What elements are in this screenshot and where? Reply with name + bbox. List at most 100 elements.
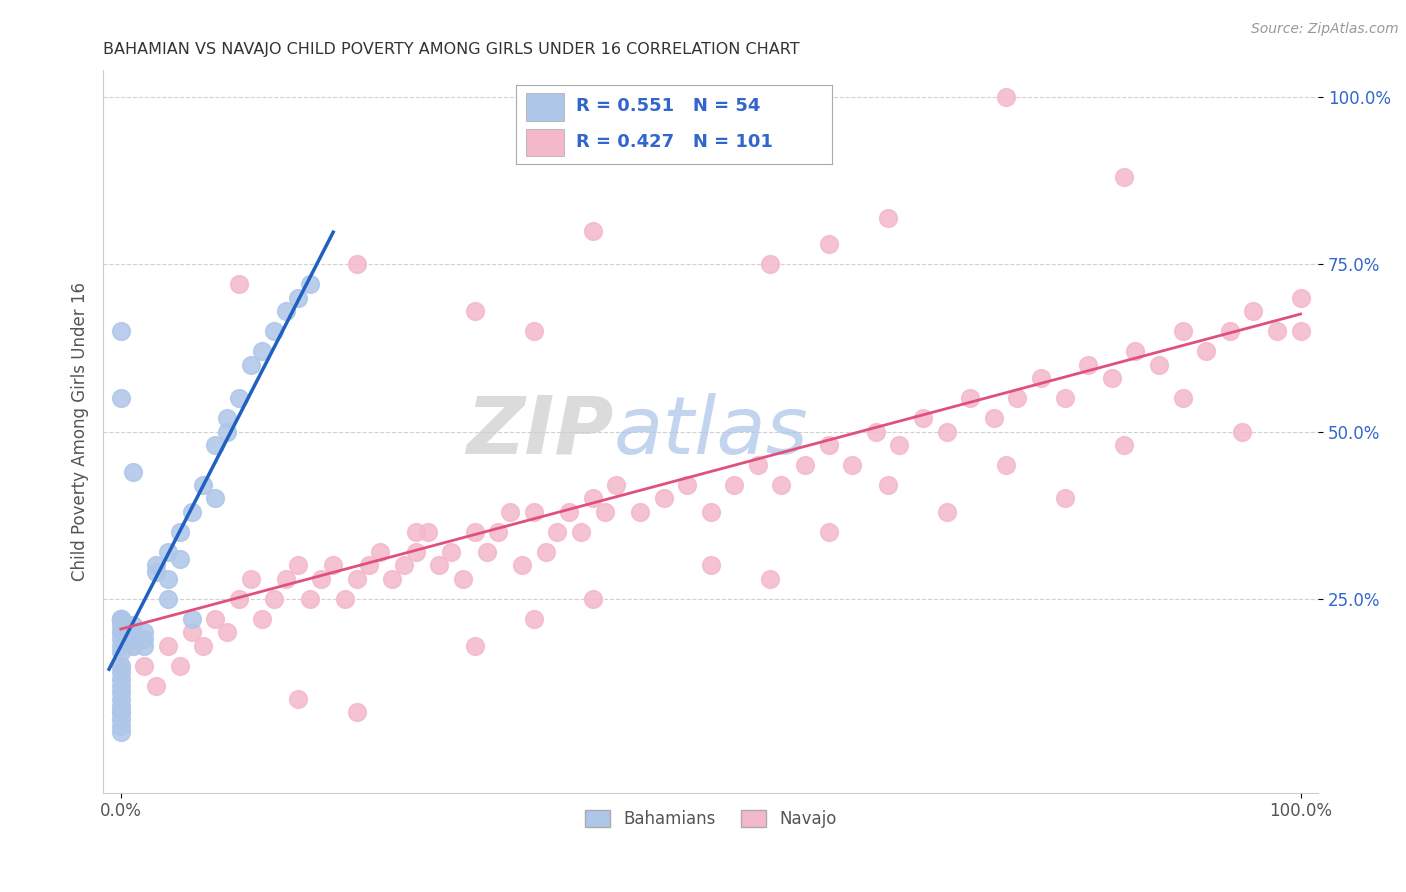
Point [1171, 324, 1194, 338]
Point [180, 625, 202, 640]
Point [357, 558, 380, 573]
Point [546, 524, 568, 539]
Legend: Bahamians, Navajo: Bahamians, Navajo [578, 804, 844, 835]
Point [287, 558, 309, 573]
Point [841, 458, 863, 472]
Point [1171, 391, 1194, 405]
Point [523, 324, 546, 338]
Point [110, 639, 132, 653]
Point [298, 591, 321, 606]
Point [110, 625, 132, 640]
Text: Source: ZipAtlas.com: Source: ZipAtlas.com [1251, 22, 1399, 37]
Point [699, 558, 721, 573]
Text: ZIP: ZIP [467, 392, 613, 471]
Point [110, 658, 132, 673]
Text: atlas: atlas [613, 392, 808, 471]
Point [121, 632, 143, 646]
Point [1147, 358, 1170, 372]
Point [274, 304, 297, 318]
Point [322, 558, 344, 573]
Point [110, 612, 132, 626]
Point [110, 665, 132, 680]
Point [652, 491, 675, 506]
Point [110, 672, 132, 686]
Point [994, 90, 1017, 104]
Point [1053, 491, 1076, 506]
Point [416, 524, 439, 539]
Point [169, 524, 191, 539]
Point [510, 558, 533, 573]
Point [464, 304, 486, 318]
Point [110, 645, 132, 659]
Point [486, 524, 509, 539]
Point [110, 618, 132, 632]
Point [156, 545, 179, 559]
Point [405, 545, 427, 559]
Point [110, 692, 132, 706]
Point [1241, 304, 1264, 318]
Point [121, 625, 143, 640]
Point [876, 211, 898, 225]
Point [110, 632, 132, 646]
Point [263, 324, 285, 338]
Point [464, 524, 486, 539]
Point [110, 612, 132, 626]
Point [110, 625, 132, 640]
Point [121, 639, 143, 653]
Point [475, 545, 498, 559]
Point [239, 572, 262, 586]
Point [110, 685, 132, 699]
Point [817, 524, 839, 539]
Point [110, 324, 132, 338]
Point [464, 639, 486, 653]
Point [499, 505, 522, 519]
Point [110, 625, 132, 640]
Point [346, 257, 368, 271]
Point [676, 478, 699, 492]
Point [770, 478, 793, 492]
Point [582, 591, 605, 606]
Point [145, 679, 167, 693]
Point [180, 505, 202, 519]
Point [593, 505, 616, 519]
Point [274, 572, 297, 586]
Point [110, 712, 132, 726]
Point [1007, 391, 1029, 405]
Point [110, 698, 132, 713]
Point [169, 551, 191, 566]
Point [180, 612, 202, 626]
Point [1289, 291, 1312, 305]
Point [723, 478, 745, 492]
Point [228, 391, 250, 405]
Point [935, 425, 957, 439]
Point [204, 491, 226, 506]
Point [1125, 344, 1147, 359]
Point [817, 438, 839, 452]
Point [699, 505, 721, 519]
Point [204, 612, 226, 626]
Point [876, 478, 898, 492]
Point [287, 692, 309, 706]
Point [1219, 324, 1241, 338]
Point [1053, 391, 1076, 405]
Point [405, 524, 427, 539]
Point [134, 625, 156, 640]
Point [628, 505, 651, 519]
Point [145, 565, 167, 579]
Point [134, 658, 156, 673]
Point [110, 706, 132, 720]
Point [534, 545, 557, 559]
Point [110, 706, 132, 720]
Point [605, 478, 627, 492]
Point [156, 572, 179, 586]
Point [523, 505, 546, 519]
Point [287, 291, 309, 305]
Point [392, 558, 415, 573]
Point [523, 612, 546, 626]
Point [110, 725, 132, 739]
Point [110, 612, 132, 626]
Point [156, 591, 179, 606]
Point [1230, 425, 1253, 439]
Point [134, 632, 156, 646]
Point [228, 591, 250, 606]
